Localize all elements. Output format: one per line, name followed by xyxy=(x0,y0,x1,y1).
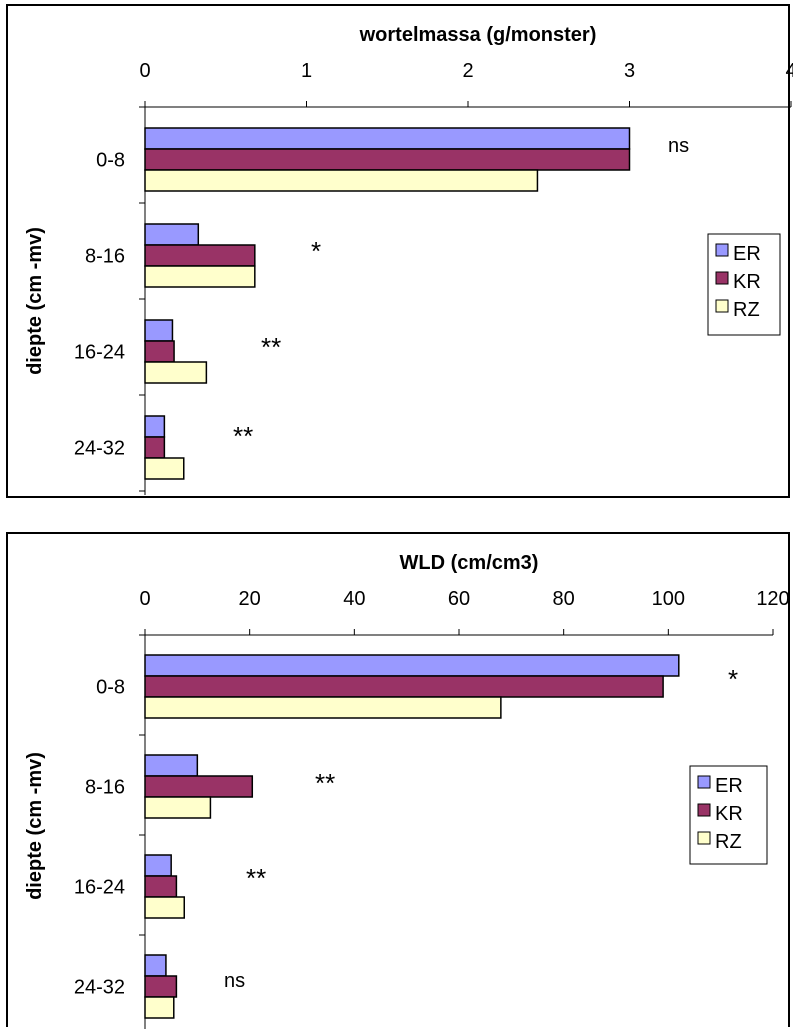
category-label: 0-8 xyxy=(96,150,125,172)
legend-swatch-kr xyxy=(715,271,729,285)
bar-kr xyxy=(144,775,254,798)
bar-er xyxy=(144,754,199,777)
legend-swatch-rz xyxy=(697,831,711,845)
x-tick-label: 0 xyxy=(139,588,150,610)
significance-annotation: * xyxy=(311,236,321,266)
bar-kr xyxy=(144,244,256,267)
legend-label-er: ER xyxy=(733,243,761,265)
legend-label-kr: KR xyxy=(715,803,743,825)
bar-er xyxy=(144,654,680,677)
bar-kr xyxy=(144,148,631,171)
bar-er xyxy=(144,415,166,438)
y-axis-label: diepte (cm -mv) xyxy=(24,752,46,900)
legend-label-rz: RZ xyxy=(715,831,742,853)
bar-rz xyxy=(144,696,502,719)
x-tick-label: 120 xyxy=(756,588,789,610)
bar-rz xyxy=(144,457,185,480)
legend-swatch-er xyxy=(697,775,711,789)
significance-annotation: ** xyxy=(261,332,281,362)
chart-wld: WLD (cm/cm3) 0 20 40 60 80 100 120 diepte (cm -m… xyxy=(24,552,790,1029)
significance-annotation: ns xyxy=(224,970,245,992)
y-axis-label: diepte (cm -mv) xyxy=(24,227,46,375)
x-tick-label: 2 xyxy=(462,60,473,82)
category-label: 24-32 xyxy=(74,977,125,999)
legend-label-kr: KR xyxy=(733,271,761,293)
x-tick-label: 60 xyxy=(448,588,470,610)
category-label: 0-8 xyxy=(96,677,125,699)
x-tick-label: 100 xyxy=(652,588,685,610)
bar-kr xyxy=(144,975,178,998)
legend-label-rz: RZ xyxy=(733,299,760,321)
significance-annotation: ns xyxy=(668,135,689,157)
category-label: 8-16 xyxy=(85,246,125,268)
category-label: 16-24 xyxy=(74,342,125,364)
bar-rz xyxy=(144,265,256,288)
significance-annotation: ** xyxy=(246,863,266,893)
bar-kr xyxy=(144,875,178,898)
x-tick-label: 1 xyxy=(301,60,312,82)
significance-annotation: ** xyxy=(315,768,335,798)
bar-er xyxy=(144,319,174,342)
bar-kr xyxy=(144,675,664,698)
x-tick-label: 20 xyxy=(239,588,261,610)
legend-swatch-kr xyxy=(697,803,711,817)
x-tick-label: 3 xyxy=(624,60,635,82)
category-label: 24-32 xyxy=(74,438,125,460)
chart-wortelmassa: wortelmassa (g/monster) 0 1 2 3 4 diepte (cm -… xyxy=(24,24,793,495)
chart-panel-wld: WLD (cm/cm3) 0 20 40 60 80 100 120 diepte (cm -m… xyxy=(6,532,790,1029)
bar-kr xyxy=(144,436,166,459)
significance-annotation: ** xyxy=(233,421,253,451)
legend-swatch-rz xyxy=(715,299,729,313)
bar-rz xyxy=(144,169,539,192)
category-label: 16-24 xyxy=(74,877,125,899)
chart-panel-wortelmassa: wortelmassa (g/monster) 0 1 2 3 4 diepte (cm -… xyxy=(6,4,793,498)
x-tick-label: 40 xyxy=(343,588,365,610)
significance-annotation: * xyxy=(728,664,738,694)
x-tick-label: 0 xyxy=(139,60,150,82)
bar-rz xyxy=(144,996,175,1019)
bar-er xyxy=(144,954,167,977)
legend-swatch-er xyxy=(715,243,729,257)
category-label: 8-16 xyxy=(85,777,125,799)
legend-label-er: ER xyxy=(715,775,743,797)
bar-er xyxy=(144,223,200,246)
bar-kr xyxy=(144,340,175,363)
bar-rz xyxy=(144,896,185,919)
chart-title: wortelmassa (g/monster) xyxy=(359,24,597,46)
bar-er xyxy=(144,854,172,877)
x-tick-label: 4 xyxy=(785,60,793,82)
bar-rz xyxy=(144,361,208,384)
chart-title: WLD (cm/cm3) xyxy=(400,552,539,574)
bar-er xyxy=(144,127,631,150)
bar-rz xyxy=(144,796,212,819)
x-tick-label: 80 xyxy=(553,588,575,610)
